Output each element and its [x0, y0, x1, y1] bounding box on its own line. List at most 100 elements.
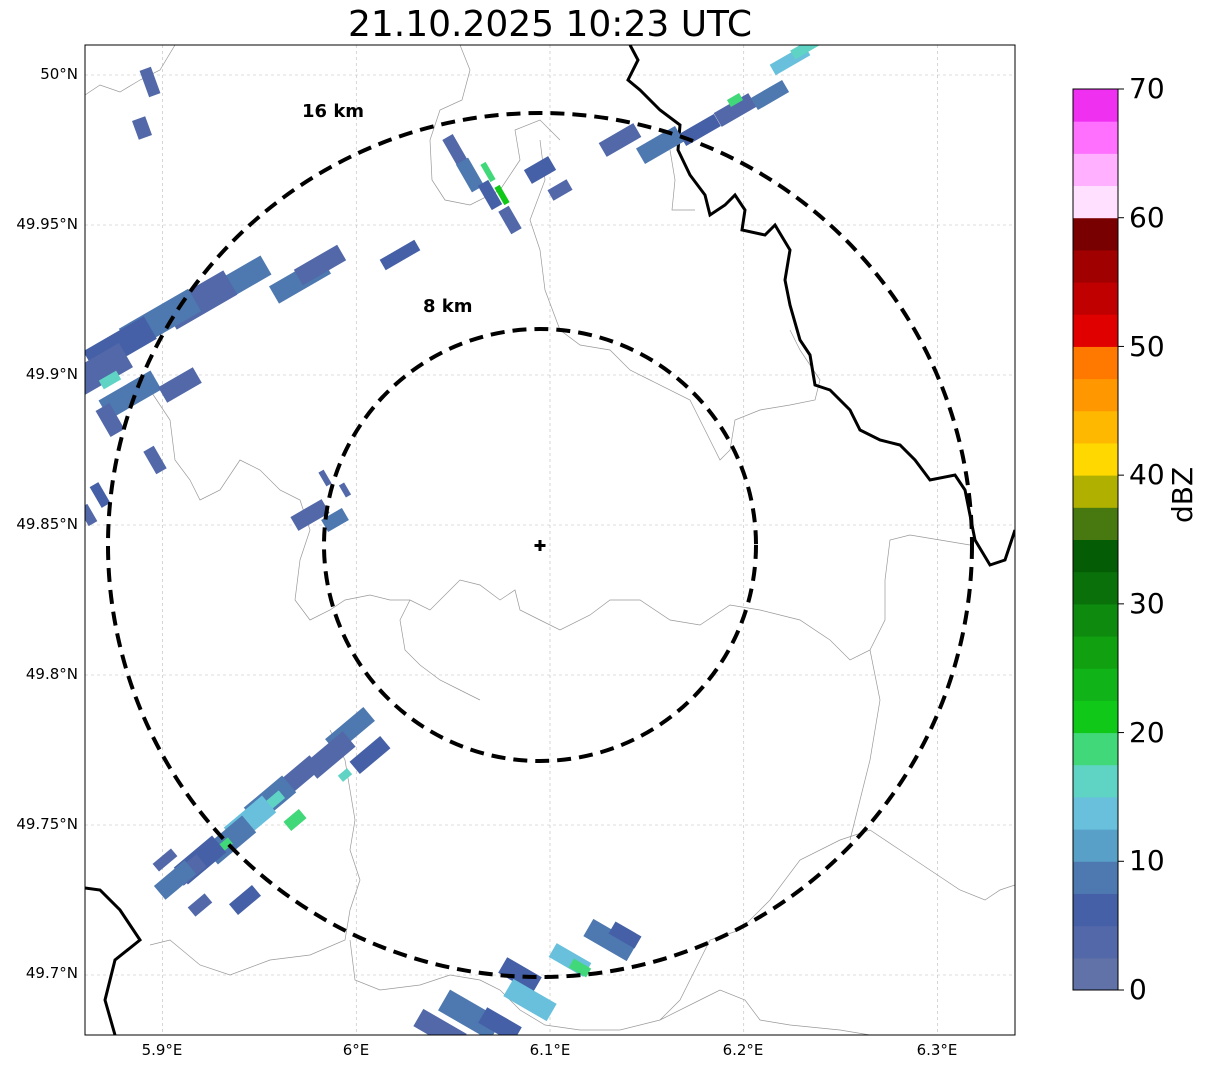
radar-echo-cell	[726, 93, 744, 107]
range-ring-16km	[106, 111, 974, 979]
radar-echo-cell	[264, 790, 286, 810]
radar-echo-cell	[568, 958, 592, 978]
colorbar-segment	[1073, 957, 1118, 991]
y-tick-label: 49.9°N	[25, 365, 78, 383]
colorbar-segment	[1073, 925, 1118, 959]
y-tick-label: 50°N	[40, 65, 78, 83]
radar-echo-cell	[413, 1008, 467, 1035]
colorbar-tick-label: 10	[1129, 844, 1165, 877]
colorbar-tick-label: 40	[1129, 458, 1165, 491]
radar-echo-cell	[98, 370, 162, 420]
colorbar-segment	[1073, 314, 1118, 347]
radar-echo-cell	[337, 768, 353, 782]
radar-echo-cell	[455, 157, 485, 193]
admin-border	[349, 939, 871, 1035]
radar-echo-cell	[547, 179, 573, 201]
radar-echo-cell	[379, 239, 421, 271]
radar-echo-cell	[321, 507, 349, 533]
x-tick-label: 6.3°E	[916, 1041, 958, 1059]
admin-border	[659, 829, 1015, 1021]
radar-echo-cell	[349, 736, 391, 774]
admin-border	[149, 389, 971, 661]
colorbar-segment	[1073, 378, 1118, 412]
radar-echo-cell	[293, 244, 347, 286]
y-tick-label: 49.75°N	[16, 815, 78, 833]
colorbar-segment	[1073, 89, 1118, 122]
admin-border	[529, 139, 821, 461]
radar-echo-cell	[95, 403, 125, 437]
colorbar-segment	[1073, 539, 1118, 573]
radar-echoes	[85, 45, 830, 1035]
y-tick-label: 49.85°N	[16, 515, 78, 533]
radar-echo-cell	[503, 978, 557, 1022]
colorbar-segment	[1073, 282, 1118, 315]
colorbar-tick-label: 60	[1129, 201, 1165, 234]
colorbar-segment	[1073, 668, 1118, 701]
plus-icon	[534, 540, 546, 551]
radar-echo-cell	[438, 989, 502, 1035]
admin-border	[85, 45, 176, 96]
map-title: 21.10.2025 10:23 UTC	[347, 4, 753, 45]
radar-echo-cell	[583, 918, 637, 962]
radar-echo-cell	[85, 503, 98, 527]
radar-echo-cell	[85, 342, 133, 398]
colorbar-segment	[1073, 346, 1118, 380]
colorbar-segment	[1073, 442, 1118, 476]
radar-echo-cell	[494, 184, 510, 206]
radar-echo-cell	[523, 156, 557, 184]
colorbar-tick-label: 0	[1129, 973, 1147, 1006]
country-border	[626, 45, 1015, 567]
range-ring-8km	[322, 327, 758, 763]
colorbar-segment	[1073, 249, 1118, 283]
colorbar-tick-label: 50	[1129, 330, 1165, 363]
radar-echo-cell	[143, 445, 167, 475]
colorbar-segment	[1073, 603, 1118, 637]
colorbar-tick-label: 20	[1129, 716, 1165, 749]
colorbar	[1072, 88, 1124, 991]
colorbar-segment	[1073, 185, 1118, 219]
radar-echo-cell	[498, 957, 542, 993]
radar-echo-cell	[318, 469, 332, 487]
colorbar-segment	[1073, 507, 1118, 540]
colorbar-segment	[1073, 636, 1118, 669]
x-tick-label: 5.9°E	[141, 1041, 183, 1059]
radar-echo-cell	[89, 482, 111, 508]
range-rings: 16 km 8 km	[106, 101, 974, 979]
admin-border	[429, 45, 561, 206]
country-border	[85, 886, 143, 1035]
colorbar-segment	[1073, 829, 1118, 862]
radar-echo-cell	[187, 893, 213, 917]
colorbar-segment	[1073, 121, 1118, 154]
radar-echo-cell	[713, 93, 757, 127]
y-tick-label: 49.8°N	[25, 665, 78, 683]
colorbar-segment	[1073, 796, 1118, 830]
radar-echo-cell	[480, 161, 496, 183]
colorbar-segment	[1073, 700, 1118, 734]
radar-echo-cell	[498, 205, 522, 235]
radar-echo-cell	[153, 860, 197, 900]
radar-echo-cell	[229, 884, 261, 916]
admin-border	[149, 729, 361, 976]
radar-echo-cell	[477, 179, 503, 211]
ring-label-8km: 8 km	[423, 296, 473, 317]
y-tick-label: 49.7°N	[25, 964, 78, 982]
radar-echo-cell	[442, 134, 468, 166]
colorbar-segment	[1073, 732, 1118, 766]
radar-echo-cell	[290, 499, 330, 531]
colorbar-segment	[1073, 571, 1118, 605]
radar-echo-cell	[750, 79, 790, 111]
colorbar-segment	[1073, 410, 1118, 444]
x-tick-label: 6°E	[342, 1041, 370, 1059]
colorbar-segment	[1073, 861, 1118, 894]
admin-border	[849, 649, 881, 841]
radar-echo-cell	[283, 808, 307, 832]
radar-echo-cell	[608, 921, 642, 949]
colorbar-tick-label: 70	[1129, 72, 1165, 105]
radar-echo-cell	[98, 370, 122, 390]
colorbar-frame	[1072, 88, 1119, 991]
radar-echo-cell	[132, 116, 152, 140]
ring-label-16km: 16 km	[302, 101, 364, 122]
admin-border	[669, 149, 695, 211]
radar-echo-cell	[478, 1007, 522, 1035]
